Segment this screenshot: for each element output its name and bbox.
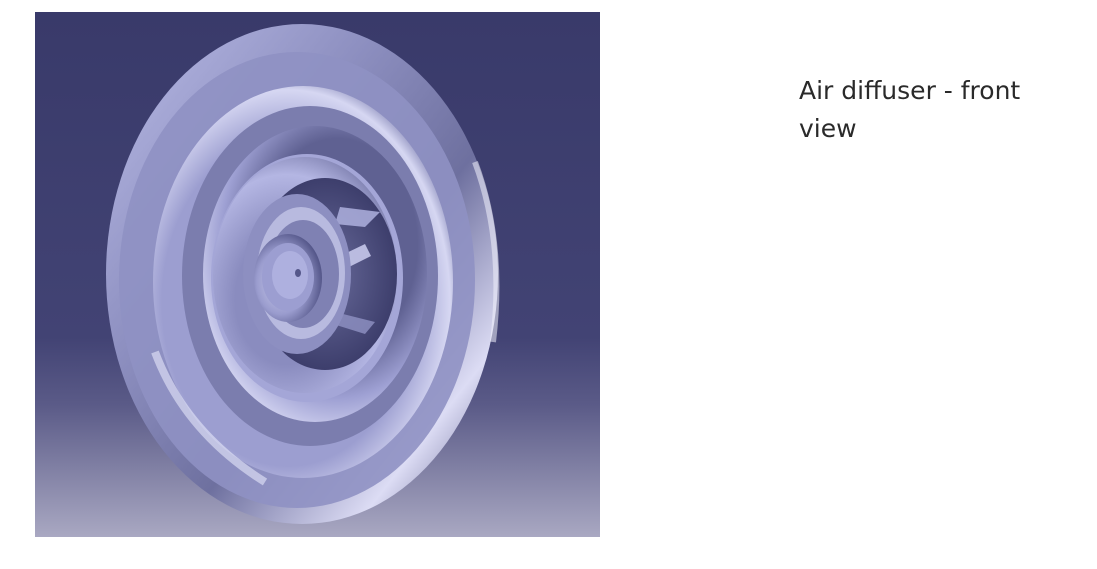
air-diffuser-render [35, 12, 600, 537]
model-viewport [35, 12, 600, 537]
figure-caption: Air diffuser - front view [799, 76, 1021, 143]
